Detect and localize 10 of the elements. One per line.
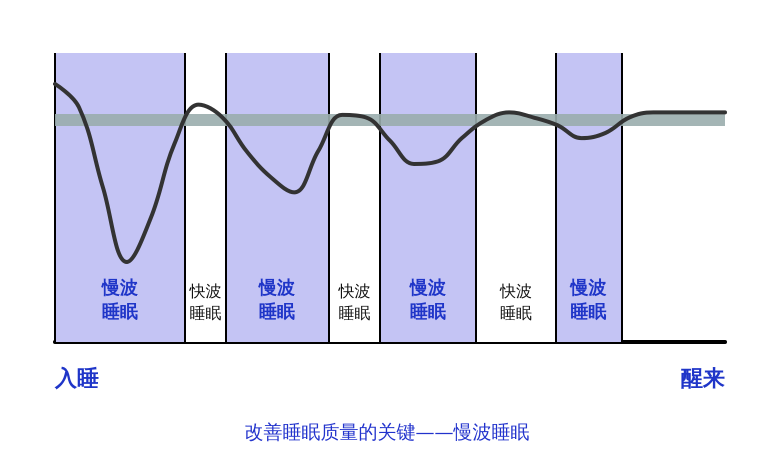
annotation: 慢波睡眠 (409, 278, 446, 322)
text: 醒来 (681, 366, 725, 392)
annotation: 快波睡眠 (337, 282, 370, 322)
text: 改善睡眠质量的关键——慢波睡眠 (244, 422, 530, 444)
annotation: 快波睡眠 (188, 282, 222, 322)
annotation: 慢波睡眠 (258, 278, 296, 322)
annotation: 慢波睡眠 (100, 278, 138, 322)
text: 入睡 (54, 366, 99, 392)
annotation: 快波睡眠 (498, 282, 532, 322)
annotation: 慢波睡眠 (570, 278, 607, 322)
